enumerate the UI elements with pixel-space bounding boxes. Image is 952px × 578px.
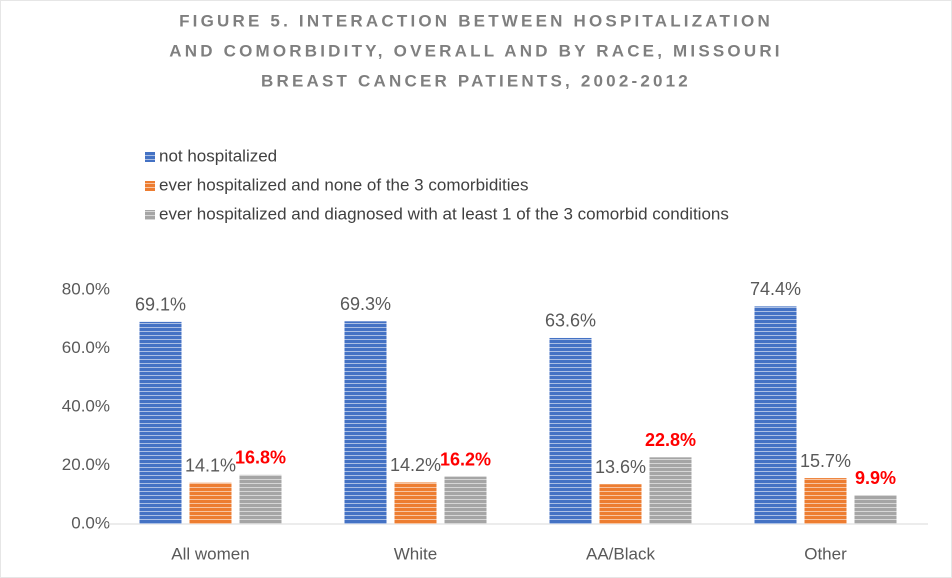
bar [239,474,282,524]
data-label: 16.8% [235,448,286,468]
bar [854,495,897,524]
x-tick-label: White [394,544,437,563]
x-tick-label: All women [171,544,249,563]
legend-swatch [145,210,155,220]
y-tick-label: 0.0% [71,513,110,532]
bar [139,321,182,524]
legend-swatch [145,152,155,162]
bar [189,482,232,524]
chart-title: FIGURE 5. INTERACTION BETWEEN HOSPITALIZ… [179,11,773,30]
chart-title: AND COMORBIDITY, OVERALL AND BY RACE, MI… [169,41,782,60]
legend-label: not hospitalized [159,146,277,165]
bar [394,482,437,524]
data-label: 74.4% [750,279,801,299]
bar [649,457,692,524]
data-label: 22.8% [645,430,696,450]
x-tick-label: Other [804,544,847,563]
y-tick-label: 40.0% [62,396,110,415]
bar [754,306,797,524]
data-label: 15.7% [800,451,851,471]
data-label: 14.2% [390,455,441,475]
y-tick-label: 20.0% [62,455,110,474]
legend-label: ever hospitalized and none of the 3 como… [159,175,529,194]
data-label: 9.9% [855,468,896,488]
chart-title: BREAST CANCER PATIENTS, 2002-2012 [261,71,691,90]
bar [599,484,642,524]
y-tick-label: 80.0% [62,279,110,298]
bar [444,476,487,524]
data-label: 63.6% [545,311,596,331]
data-label: 16.2% [440,449,491,469]
bar [344,321,387,524]
legend-swatch [145,181,155,191]
bar [804,478,847,524]
bar [549,337,592,524]
data-label: 13.6% [595,457,646,477]
y-tick-label: 60.0% [62,338,110,357]
legend-label: ever hospitalized and diagnosed with at … [159,204,729,223]
x-tick-label: AA/Black [586,544,655,563]
data-label: 69.3% [340,294,391,314]
data-label: 69.1% [135,295,186,315]
data-label: 14.1% [185,456,236,476]
